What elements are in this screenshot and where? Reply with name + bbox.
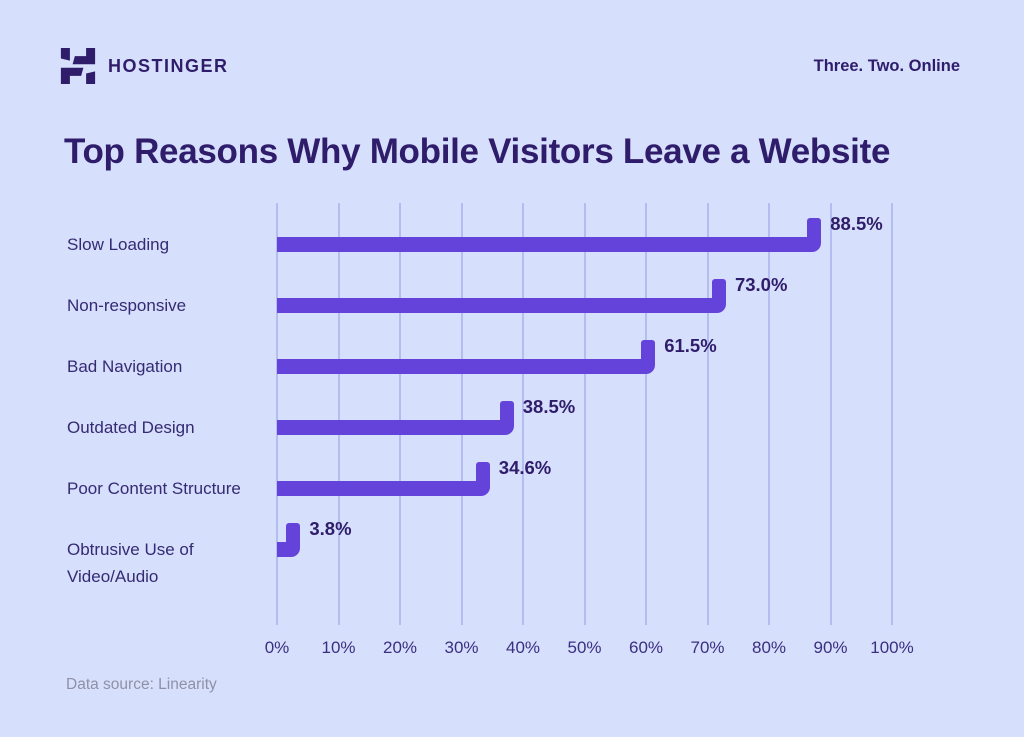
gridline <box>891 203 893 625</box>
value-label: 73.0% <box>734 274 788 295</box>
bar <box>277 359 656 374</box>
gridline <box>706 203 709 625</box>
x-tick-label: 0% <box>264 638 290 657</box>
value-label: 38.5% <box>522 396 576 417</box>
bar <box>277 420 514 435</box>
bar-end-cap <box>286 523 301 543</box>
x-tick-label: 90% <box>813 638 848 657</box>
x-axis: 0% 10% 20% 30% 40% 50% 60% 70% 80% 90% 100% <box>265 626 914 666</box>
category-labels: Slow Loading Non-responsive Bad Navigation… <box>67 203 272 625</box>
gridline <box>399 203 401 625</box>
header: HOSTINGER Three. Two. Online <box>60 46 960 86</box>
x-tick-label: 20% <box>382 638 418 657</box>
x-tick-label: 30% <box>444 638 479 657</box>
bar-chart: Slow Loading Non-responsive Bad Navigation… <box>0 203 1024 673</box>
x-tick-label: 50% <box>567 638 602 657</box>
value-label: 3.8% <box>309 518 352 539</box>
brand-name: HOSTINGER <box>108 55 229 76</box>
gridline <box>337 203 340 625</box>
plot-area: 88.5% 73.0% 61.5% 38.5% 34.6% 3.8% <box>276 203 893 625</box>
brand: HOSTINGER <box>60 48 229 84</box>
x-tick-label: 10% <box>321 638 356 657</box>
bar-end-cap <box>711 279 726 299</box>
x-tick-label: 80% <box>751 638 787 657</box>
category-label: Poor Content Structure <box>67 479 241 498</box>
bar <box>277 237 822 252</box>
bar-end-cap <box>499 401 514 421</box>
bar-end-cap <box>475 462 490 482</box>
category-label: Bad Navigation <box>67 357 183 376</box>
chart-title: Top Reasons Why Mobile Visitors Leave a … <box>64 132 891 171</box>
bar <box>277 298 726 313</box>
x-tick-label: 40% <box>505 638 541 657</box>
x-tick-label: 70% <box>690 638 725 657</box>
gridline <box>276 203 278 625</box>
bar <box>277 481 490 496</box>
gridline <box>460 203 463 625</box>
value-label: 88.5% <box>830 213 883 234</box>
value-label: 61.5% <box>664 335 717 356</box>
hostinger-logo-icon <box>60 48 96 84</box>
gridline <box>522 203 524 625</box>
category-label: Slow Loading <box>67 235 170 254</box>
data-source: Data source: Linearity <box>66 676 217 693</box>
gridline <box>829 203 832 625</box>
bar-end-cap <box>807 218 822 238</box>
value-label: 34.6% <box>498 457 552 478</box>
x-tick-label: 100% <box>870 638 914 657</box>
gridline <box>645 203 647 625</box>
gridline <box>768 203 770 625</box>
category-label: Outdated Design <box>67 418 195 437</box>
gridline <box>583 203 586 625</box>
bar-end-cap <box>641 340 656 360</box>
bottom-strip <box>0 737 1024 743</box>
brand-tagline: Three. Two. Online <box>813 56 960 75</box>
category-label: Non-responsive <box>67 296 187 315</box>
bar <box>277 542 301 557</box>
x-tick-label: 60% <box>628 638 664 657</box>
category-label: Obtrusive Use of Video/Audio <box>67 540 194 586</box>
